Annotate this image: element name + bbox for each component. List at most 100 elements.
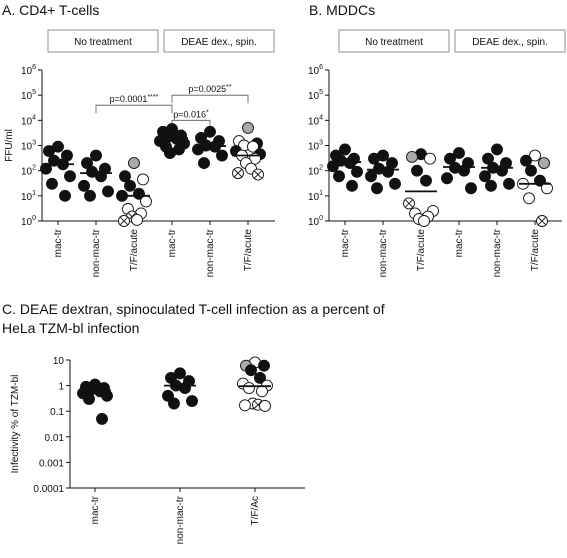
point-marker [179,382,191,395]
y-tick-label: 0.001 [39,458,64,469]
data-point [179,382,191,395]
data-point [368,152,380,165]
point-marker [259,400,271,412]
point-marker [164,147,176,160]
x-tick-label: T/F/Ac [250,496,261,525]
x-tick-label: non-mac-tr [175,495,186,544]
data-point [525,164,537,177]
y-tick-label: 102 [21,165,36,178]
panel-a-chart: 100 101 102 103 104 105 106 FFU/ml mac-tr non-mac… [4,29,275,277]
point-marker [491,143,503,156]
point-marker [482,152,494,165]
data-point [541,182,553,195]
data-point [482,152,494,165]
data-point [128,157,140,170]
panel-a-title: A. CD4+ T-cells [2,2,99,18]
data-point [239,399,251,412]
point-marker [186,395,198,407]
point-marker [131,214,143,226]
y-tick-label: 103 [21,140,36,153]
point-marker [458,164,470,177]
point-marker [346,179,358,192]
point-marker [496,164,508,177]
point-marker [479,170,491,183]
data-point [403,197,415,210]
data-point [529,149,541,162]
group-box [47,29,159,53]
group-label: No treatment [365,37,423,48]
panel-b-chart: 100 101 102 103 104 105 106 mac-tr non-mac-tr T/F… [308,29,566,277]
data-point [168,397,180,410]
data-point [137,173,149,186]
point-marker [243,382,255,395]
point-marker [96,412,108,425]
y-tick-label: 10 [53,356,65,367]
point-marker [503,177,515,190]
point-marker [90,149,102,162]
x-tick-label: T/F/acute [416,229,427,272]
data-point [444,152,456,165]
data-point [346,179,358,192]
panel-b-title: B. MDDCs [309,2,375,18]
x-tick-label: mac-tr [90,495,101,524]
y-tick-label: 101 [308,190,323,203]
data-point [485,179,497,192]
point-marker [465,182,477,195]
data-point [327,160,339,173]
data-point [216,149,228,162]
point-marker [485,179,497,192]
x-tick-label: non-mac-tr [91,228,102,277]
data-point [453,147,465,160]
point-marker [344,157,356,170]
point-marker [239,399,251,412]
data-point [90,149,102,162]
point-marker [418,215,430,227]
point-cross [404,199,414,208]
point-marker [198,157,210,170]
data-point [245,364,257,377]
data-point [204,125,216,138]
x-tick-label: mac-tr [167,228,178,257]
data-point [64,170,76,183]
data-point [81,157,93,170]
data-point [496,164,508,177]
point-marker [81,157,93,170]
point-cross [119,216,129,226]
data-point [441,172,453,185]
point-marker [525,164,537,177]
y-axis-title: Infectivity % of TZM-bl [10,375,21,474]
point-marker [520,154,532,167]
y-tick-label: 104 [308,114,323,127]
y-tick-label: 106 [21,64,36,77]
point-marker [216,149,228,162]
x-tick-label: T/F/acute [530,229,541,272]
panel-c-chart: 0.0001 0.001 0.01 0.1 1 10 Infectivity % of TZ… [10,356,305,544]
data-point [243,382,255,395]
data-point [420,174,432,187]
y-tick-label: 105 [308,89,323,102]
point-marker [83,393,95,405]
point-marker [128,157,140,170]
data-point [538,157,550,170]
data-point [411,164,423,177]
group-label: No treatment [74,37,132,48]
point-marker [368,152,380,165]
data-point [523,192,535,205]
data-point [78,179,90,192]
x-tick-label: mac-tr [53,228,64,257]
point-cross [537,216,547,226]
y-tick-label: 101 [21,190,36,203]
x-tick-label: mac-tr [454,228,465,257]
point-marker [43,145,55,158]
data-point [339,143,351,156]
point-marker [453,147,465,160]
point-marker [441,172,453,185]
data-point [256,385,268,398]
data-point [418,215,430,227]
point-marker [204,125,216,138]
p-value-label: p=0.0025** [188,84,232,94]
p-value-label: p=0.016* [173,109,209,119]
data-point [465,182,477,195]
x-tick-label: mac-tr [340,228,351,257]
data-point [124,179,136,192]
